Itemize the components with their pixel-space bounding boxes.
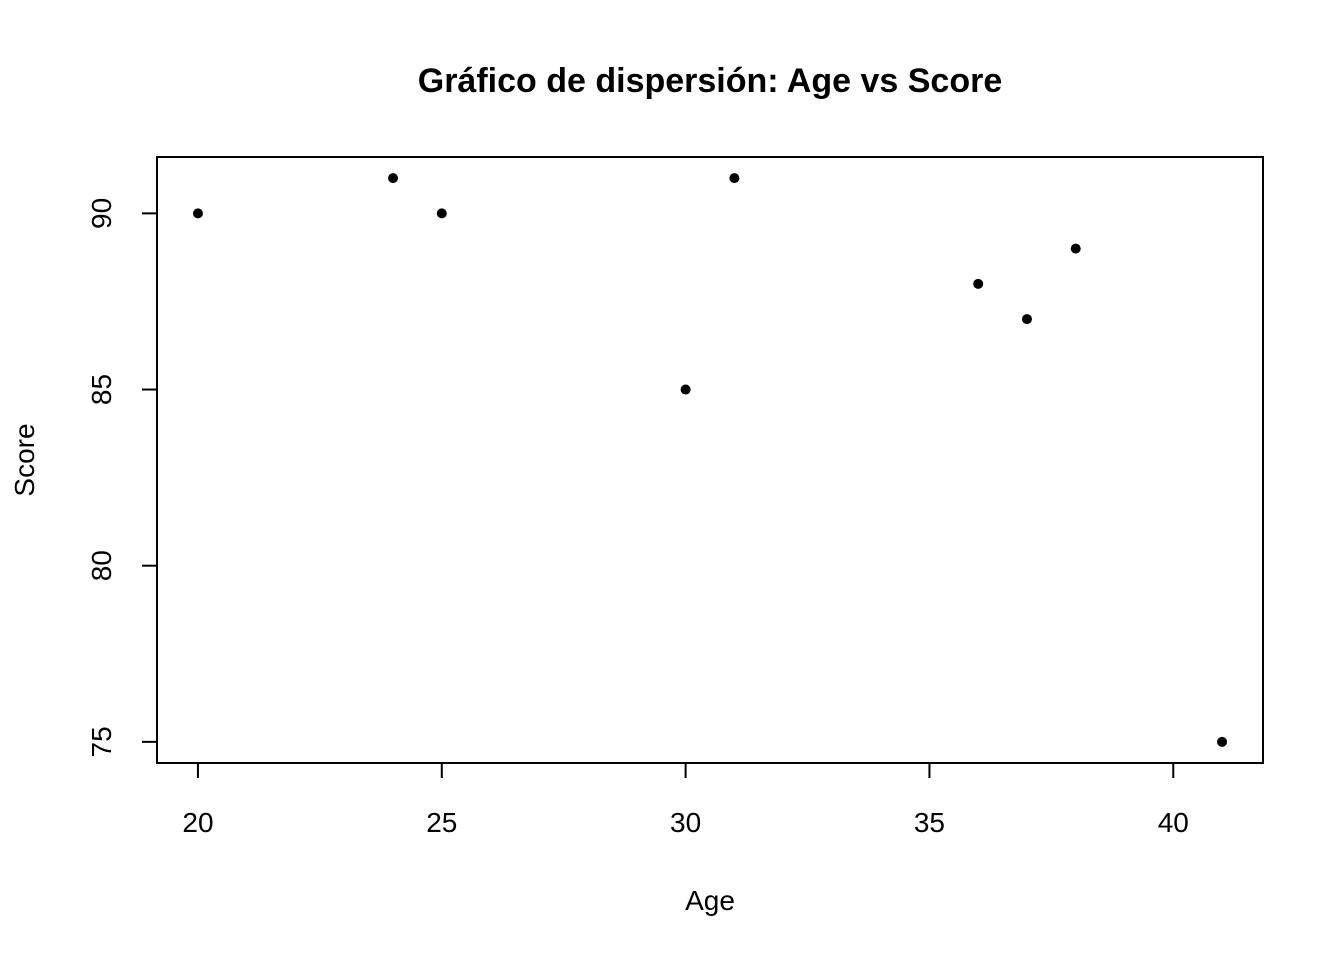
data-point [436,208,447,219]
data-point [1217,736,1228,747]
chart-title: Gráfico de dispersión: Age vs Score [418,62,1002,100]
y-axis-label: Score [9,423,40,496]
data-point [1070,243,1081,254]
data-point [973,278,984,289]
data-point [729,173,740,184]
x-tick-label: 30 [670,807,701,838]
x-axis: 20 25 30 35 40 [182,762,1189,838]
y-tick-label: 80 [86,550,117,581]
y-axis: 75 80 85 90 [86,198,158,757]
x-tick-label: 25 [426,807,457,838]
plot-frame [156,156,1264,764]
x-axis-label: Age [685,885,735,916]
data-point [680,384,691,395]
x-tick-label: 40 [1158,807,1189,838]
data-point [388,173,399,184]
data-point [192,208,203,219]
data-point [1021,314,1032,325]
y-tick-label: 90 [86,198,117,229]
x-tick-label: 20 [182,807,213,838]
y-tick-label: 75 [86,726,117,757]
data-points [192,173,1228,747]
y-tick-label: 85 [86,374,117,405]
x-tick-label: 35 [914,807,945,838]
